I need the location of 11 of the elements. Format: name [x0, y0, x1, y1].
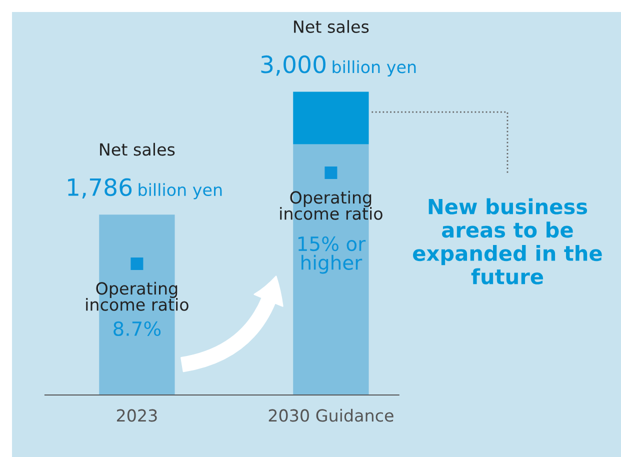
annotation: Operating income ratio: [86, 282, 188, 311]
text: 3,000 billion yen: [261, 55, 416, 76]
annotation: 15% or higher: [298, 236, 366, 274]
annotation: Net sales: [100, 142, 175, 156]
annotation: 1,786 billion yen: [68, 178, 222, 200]
text: New business areas to be expanded in the future: [413, 198, 602, 284]
annotation: 8.7%: [114, 321, 161, 336]
text: Net sales: [294, 20, 369, 33]
x-tick-label: 2023: [116, 409, 157, 422]
x-tick-label: 2030 Guidance: [268, 408, 394, 422]
annotation: Operating income ratio: [280, 190, 382, 220]
